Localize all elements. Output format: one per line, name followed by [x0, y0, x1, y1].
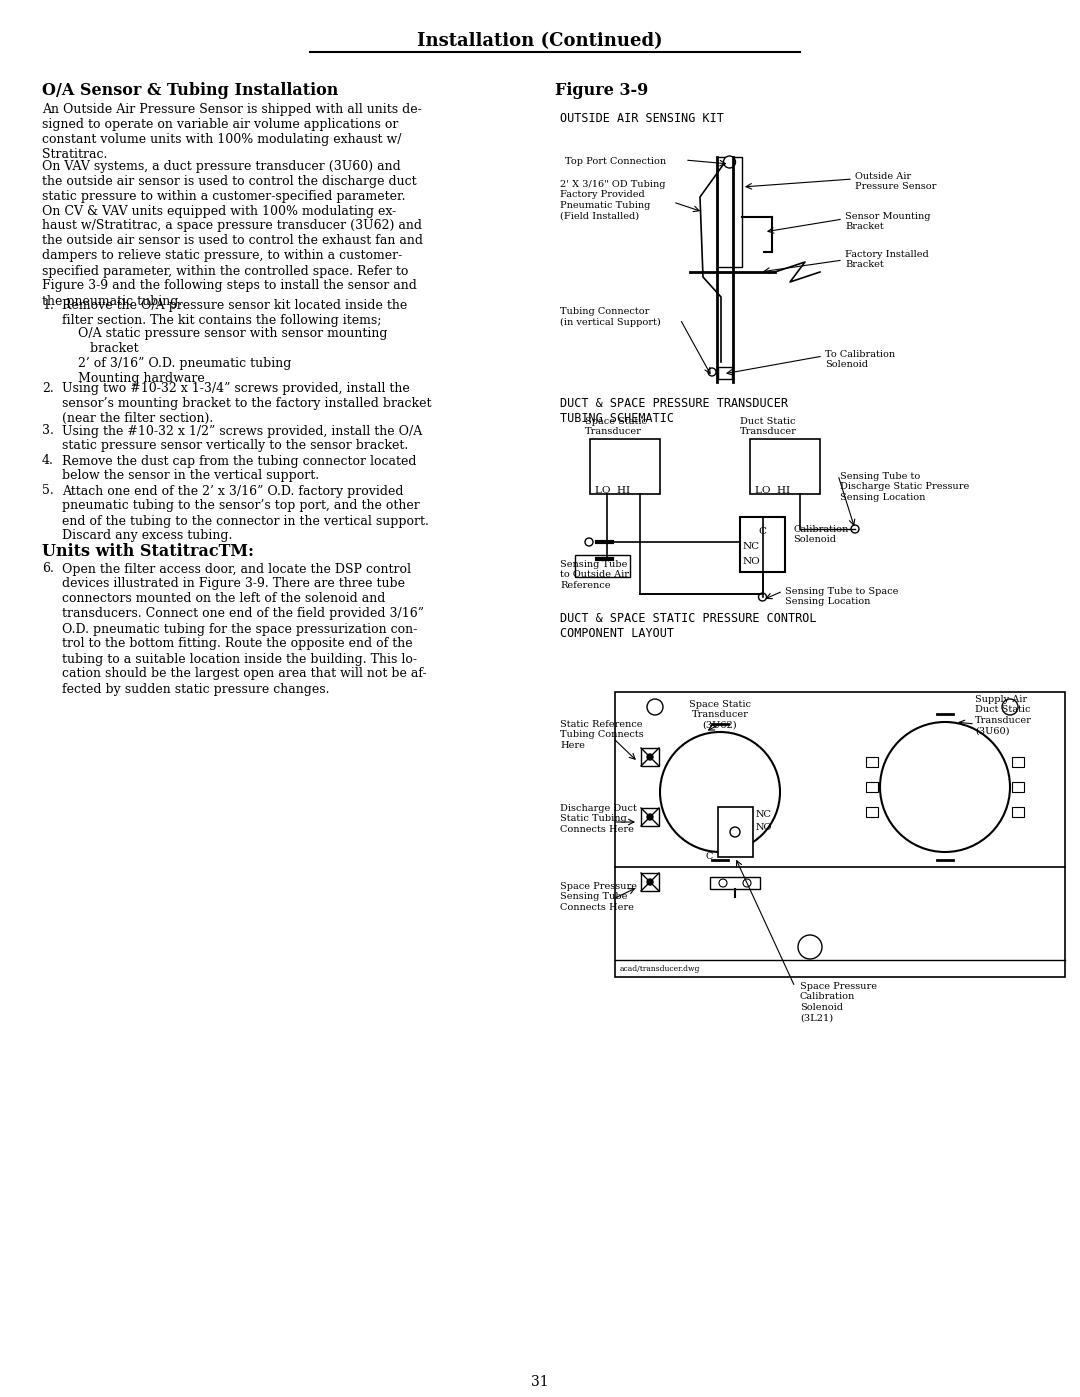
Bar — [740, 517, 785, 571]
Text: Space Pressure
Calibration
Solenoid
(3L21): Space Pressure Calibration Solenoid (3L2… — [800, 982, 877, 1023]
Text: NO: NO — [743, 557, 760, 566]
Bar — [1012, 757, 1024, 767]
Circle shape — [851, 525, 859, 534]
Circle shape — [1002, 698, 1018, 715]
Bar — [1012, 782, 1024, 792]
Text: NC: NC — [743, 542, 760, 550]
Text: Open the filter access door, and locate the DSP control
devices illustrated in F: Open the filter access door, and locate … — [62, 563, 427, 696]
Text: Outside Air
Pressure Sensor: Outside Air Pressure Sensor — [855, 172, 936, 191]
Text: O/A static pressure sensor with sensor mounting
   bracket
2’ of 3/16” O.D. pneu: O/A static pressure sensor with sensor m… — [78, 327, 388, 386]
Text: Using two #10-32 x 1-3/4” screws provided, install the
sensor’s mounting bracket: Using two #10-32 x 1-3/4” screws provide… — [62, 381, 432, 425]
Bar — [866, 757, 878, 767]
Text: Space Pressure
Sensing Tube
Connects Here: Space Pressure Sensing Tube Connects Her… — [561, 882, 637, 912]
Bar — [615, 692, 1065, 977]
Circle shape — [647, 814, 653, 820]
Text: Static Reference
Tubing Connects
Here: Static Reference Tubing Connects Here — [561, 719, 644, 750]
Text: NO: NO — [756, 823, 772, 833]
Circle shape — [647, 698, 663, 715]
Text: To Calibration
Solenoid: To Calibration Solenoid — [825, 351, 895, 369]
Text: Discharge Duct
Static Tubing
Connects Here: Discharge Duct Static Tubing Connects He… — [561, 805, 637, 834]
Text: C: C — [758, 527, 767, 536]
Bar — [642, 873, 659, 891]
Circle shape — [730, 827, 740, 837]
Bar — [575, 555, 630, 577]
Text: An Outside Air Pressure Sensor is shipped with all units de-
signed to operate o: An Outside Air Pressure Sensor is shippe… — [42, 103, 422, 161]
Bar — [717, 807, 753, 856]
Text: Supply Air
Duct Static
Transducer
(3U60): Supply Air Duct Static Transducer (3U60) — [975, 694, 1031, 735]
Circle shape — [719, 879, 727, 887]
Text: 31: 31 — [531, 1375, 549, 1389]
Text: 3.: 3. — [42, 425, 54, 437]
Bar — [1012, 807, 1024, 817]
Bar — [866, 782, 878, 792]
Text: 5.: 5. — [42, 485, 54, 497]
Bar — [717, 156, 742, 267]
Circle shape — [660, 732, 780, 852]
Text: Duct Static
Transducer: Duct Static Transducer — [740, 416, 797, 436]
Text: On CV & VAV units equipped with 100% modulating ex-
haust w/Stratitrac, a space : On CV & VAV units equipped with 100% mod… — [42, 204, 423, 307]
Bar — [718, 367, 732, 379]
Text: 2' X 3/16" OD Tubing
Factory Provided
Pneumatic Tubing
(Field Installed): 2' X 3/16" OD Tubing Factory Provided Pn… — [561, 180, 665, 221]
Text: 2.: 2. — [42, 381, 54, 395]
Circle shape — [647, 754, 653, 760]
Text: LO  HI: LO HI — [595, 486, 630, 495]
Text: Sensing Tube to Space
Sensing Location: Sensing Tube to Space Sensing Location — [785, 587, 899, 606]
Text: Sensor Mounting
Bracket: Sensor Mounting Bracket — [845, 212, 931, 232]
Text: Top Port Connection: Top Port Connection — [565, 156, 666, 166]
Text: 1.: 1. — [42, 299, 54, 312]
Text: Using the #10-32 x 1/2” screws provided, install the O/A
static pressure sensor : Using the #10-32 x 1/2” screws provided,… — [62, 425, 422, 453]
Circle shape — [758, 592, 767, 601]
Text: DUCT & SPACE PRESSURE TRANSDUCER
TUBING SCHEMATIC: DUCT & SPACE PRESSURE TRANSDUCER TUBING … — [561, 397, 788, 425]
Text: DUCT & SPACE STATIC PRESSURE CONTROL
COMPONENT LAYOUT: DUCT & SPACE STATIC PRESSURE CONTROL COM… — [561, 612, 816, 640]
Text: NC: NC — [756, 810, 771, 819]
Bar — [710, 877, 760, 888]
Text: Factory Installed
Bracket: Factory Installed Bracket — [845, 250, 929, 270]
Bar — [642, 747, 659, 766]
Text: Remove the O/A pressure sensor kit located inside the
filter section. The kit co: Remove the O/A pressure sensor kit locat… — [62, 299, 407, 327]
Text: Attach one end of the 2’ x 3/16” O.D. factory provided
pneumatic tubing to the s: Attach one end of the 2’ x 3/16” O.D. fa… — [62, 485, 429, 542]
Circle shape — [708, 367, 716, 376]
Bar — [866, 807, 878, 817]
Circle shape — [798, 935, 822, 958]
Bar — [750, 439, 820, 495]
Text: Tubing Connector
(in vertical Support): Tubing Connector (in vertical Support) — [561, 307, 661, 327]
Text: LO  HI: LO HI — [755, 486, 791, 495]
Circle shape — [585, 538, 593, 546]
Text: Sensing Tube
to Outside Air
Reference: Sensing Tube to Outside Air Reference — [561, 560, 629, 590]
Text: 6.: 6. — [42, 563, 54, 576]
Circle shape — [880, 722, 1010, 852]
Text: Space Static
Transducer
(3U62): Space Static Transducer (3U62) — [689, 700, 751, 729]
Bar — [642, 807, 659, 826]
Text: Remove the dust cap from the tubing connector located
below the sensor in the ve: Remove the dust cap from the tubing conn… — [62, 454, 417, 482]
Text: OUTSIDE AIR SENSING KIT: OUTSIDE AIR SENSING KIT — [561, 112, 724, 124]
Text: 4.: 4. — [42, 454, 54, 468]
Text: Sensing Tube to
Discharge Static Pressure
Sensing Location: Sensing Tube to Discharge Static Pressur… — [840, 472, 969, 502]
Circle shape — [647, 879, 653, 886]
Text: Figure 3-9: Figure 3-9 — [555, 82, 648, 99]
Text: Calibration
Solenoid: Calibration Solenoid — [793, 525, 848, 545]
Text: On VAV systems, a duct pressure transducer (3U60) and
the outside air sensor is : On VAV systems, a duct pressure transduc… — [42, 161, 417, 203]
Text: Units with StatitracTM:: Units with StatitracTM: — [42, 542, 254, 560]
Text: Space Static
Transducer: Space Static Transducer — [585, 416, 647, 436]
Text: C: C — [705, 852, 713, 861]
Text: O/A Sensor & Tubing Installation: O/A Sensor & Tubing Installation — [42, 82, 338, 99]
Text: Installation (Continued): Installation (Continued) — [417, 32, 663, 50]
Circle shape — [743, 879, 751, 887]
Text: acad/transducer.dwg: acad/transducer.dwg — [620, 965, 700, 972]
Circle shape — [724, 156, 735, 168]
Bar — [590, 439, 660, 495]
